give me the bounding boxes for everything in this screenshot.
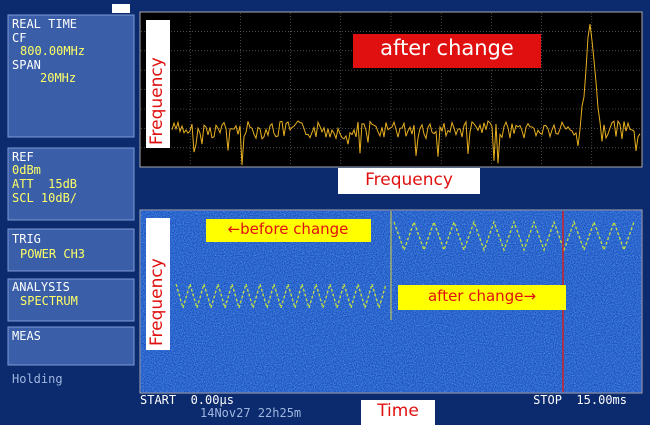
analysis-button[interactable] bbox=[7, 278, 135, 322]
timestamp: 14Nov27 22h25m bbox=[200, 406, 301, 420]
y-label-box bbox=[146, 218, 170, 350]
x-label-box bbox=[338, 168, 480, 194]
spectrum-trace bbox=[171, 24, 641, 166]
trig-value: POWER CH3 bbox=[20, 247, 85, 261]
before-box bbox=[206, 219, 371, 242]
scl-value: SCL 10dB/ bbox=[12, 191, 77, 205]
time-label-box bbox=[361, 400, 435, 425]
spectrum-x-label: Frequency bbox=[365, 170, 453, 190]
meas-button[interactable] bbox=[7, 326, 135, 366]
meas-label: MEAS bbox=[12, 329, 41, 343]
spectrum-y-label: Frequency bbox=[147, 57, 167, 145]
sidebar: REAL TIME CF 800.00MHz SPAN 20MHz REF 0d… bbox=[7, 14, 135, 386]
spectrum-annotation: after change bbox=[380, 36, 514, 60]
analysis-label: ANALYSIS bbox=[12, 280, 70, 294]
att-value: ATT 15dB bbox=[12, 177, 77, 191]
span-label: SPAN bbox=[12, 58, 41, 72]
after-box bbox=[398, 285, 566, 310]
after-label: after change→ bbox=[428, 287, 536, 305]
battery-icon bbox=[112, 4, 130, 13]
mode-button[interactable] bbox=[7, 14, 135, 138]
signal-before bbox=[175, 281, 387, 311]
start-time: START 0.00μs bbox=[140, 393, 234, 407]
y-label-box bbox=[146, 20, 170, 148]
mode-title: REAL TIME bbox=[12, 17, 77, 31]
span-value: 20MHz bbox=[40, 71, 76, 85]
status-text: Holding bbox=[12, 372, 63, 386]
ref-label: REF bbox=[12, 150, 34, 164]
cf-value: 800.00MHz bbox=[20, 44, 85, 58]
ref-value: 0dBm bbox=[12, 163, 41, 177]
trig-label: TRIG bbox=[12, 232, 41, 246]
trig-button[interactable] bbox=[7, 228, 135, 272]
annotation-box bbox=[353, 34, 541, 68]
analysis-value: SPECTRUM bbox=[20, 294, 78, 308]
signal-after bbox=[393, 220, 635, 252]
spectrogram-x-label: Time bbox=[376, 401, 419, 421]
ref-button[interactable] bbox=[7, 147, 135, 221]
spectrogram-y-label: Frequency bbox=[147, 258, 167, 346]
stop-time: STOP 15.00ms bbox=[533, 393, 627, 407]
cf-label: CF bbox=[12, 31, 26, 45]
before-label: ←before change bbox=[228, 220, 349, 238]
